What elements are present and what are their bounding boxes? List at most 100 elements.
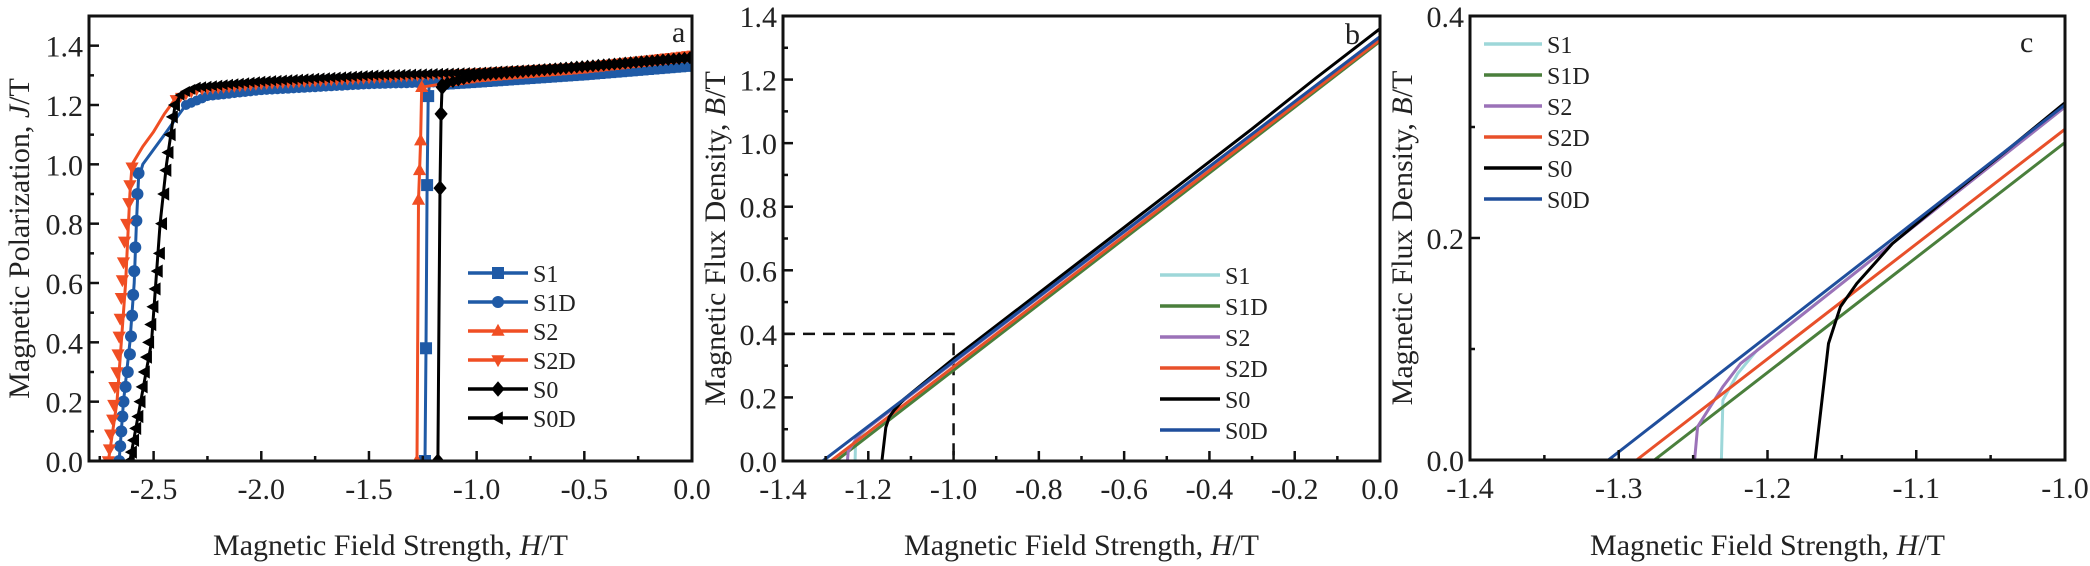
x-tick-label: -2.0	[238, 473, 286, 506]
marker-s1d	[115, 425, 128, 438]
marker-s2d	[112, 331, 126, 344]
marker-s2d	[111, 349, 125, 362]
y-tick-label: 0.0	[1427, 445, 1465, 478]
legend-item-s2: S2	[468, 320, 558, 346]
marker-s0d	[416, 68, 427, 80]
series-line-s0d	[1607, 103, 2065, 460]
legend-item-s2d: S2D	[1484, 126, 1590, 152]
marker-s0d	[632, 56, 643, 68]
series-line-s1	[1719, 105, 2065, 460]
marker-s0d	[228, 78, 239, 90]
marker-s0d	[239, 77, 250, 89]
marker-s0d	[626, 56, 637, 68]
marker-s1d	[116, 410, 129, 423]
panel-b-y-axis-title: Magnetic Flux Density, B/T	[699, 71, 732, 406]
marker-s0d	[642, 55, 653, 67]
marker-s0d	[142, 335, 155, 349]
marker-s0d	[492, 65, 503, 77]
marker-s1d	[126, 309, 139, 322]
legend-marker	[492, 296, 504, 308]
legend-marker	[491, 355, 505, 368]
x-tick-label: -1.2	[1744, 472, 1792, 505]
series-line-s1d	[834, 40, 1380, 461]
marker-s0d	[583, 60, 594, 72]
legend-item-s0: S0	[1484, 157, 1572, 183]
panel-b-frame	[781, 14, 1382, 463]
panel-a-ticks: -2.5 -2.0 -1.5 -1.0 -0.5 0.0 0.0 0.2 0.4 0.6 0.8 1.…	[46, 31, 711, 506]
marker-s0d	[217, 79, 228, 91]
legend-label: S0	[1225, 388, 1250, 414]
marker-s0d	[616, 57, 627, 69]
marker-s0d	[653, 54, 664, 66]
marker-s1	[422, 90, 435, 103]
marker-s0	[433, 180, 447, 196]
marker-s0d	[368, 69, 379, 81]
marker-s0d	[680, 52, 691, 64]
marker-s2d	[106, 414, 120, 427]
panel-b-label: b	[1345, 18, 1360, 51]
y-tick-label: 1.4	[740, 1, 778, 34]
marker-s0d	[481, 66, 492, 78]
panel-b-x-axis-title: Magnetic Field Strength, H/T	[904, 529, 1259, 562]
series-line-s1d	[117, 64, 692, 461]
marker-s0d	[572, 61, 583, 73]
marker-s0d	[529, 63, 540, 75]
marker-s0d	[148, 282, 161, 296]
legend-label: S1D	[533, 291, 576, 317]
legend-item-s1d: S1D	[1484, 64, 1590, 90]
series-line-s0d	[821, 35, 1380, 461]
marker-s0d	[155, 217, 168, 231]
y-tick-label: 1.4	[46, 31, 84, 64]
marker-s1d	[119, 380, 132, 393]
marker-s0d	[190, 81, 201, 93]
legend-item-s0: S0	[1160, 388, 1250, 414]
x-tick-label: -1.5	[345, 473, 393, 506]
panel-c-legend: S1 S1D S2 S2D S0 S0D	[1484, 33, 1590, 214]
panel-b-series	[783, 27, 1380, 461]
x-tick-label: -0.2	[1271, 473, 1319, 506]
y-tick-label: 0.0	[46, 446, 84, 479]
marker-s0d	[266, 75, 277, 87]
marker-s0d	[669, 53, 680, 65]
x-tick-label: -0.8	[1015, 473, 1063, 506]
panel-b: -1.4 -1.2 -1.0 -0.8 -0.6 -0.4 -0.2 0.0 0.0 0.2 0.4…	[699, 1, 1399, 562]
marker-s0d	[384, 69, 395, 81]
marker-s0d	[206, 80, 217, 92]
marker-s0d	[298, 73, 309, 85]
marker-s0d	[276, 74, 287, 86]
marker-s2d	[110, 367, 124, 380]
y-tick-label: 0.8	[46, 209, 84, 242]
series-line-s1	[423, 64, 692, 461]
marker-s2d	[123, 180, 137, 193]
marker-s0d	[422, 68, 433, 80]
marker-s1d	[114, 440, 127, 453]
x-tick-label: -2.5	[130, 473, 178, 506]
marker-s0d	[157, 187, 170, 201]
x-tick-label: -0.5	[561, 473, 609, 506]
marker-s0d	[314, 72, 325, 84]
legend-label: S2	[1547, 95, 1572, 121]
marker-s0	[431, 453, 445, 461]
marker-s2d	[108, 382, 122, 395]
marker-s0d	[271, 74, 282, 86]
legend-label: S1	[533, 262, 558, 288]
marker-s0d	[459, 67, 470, 79]
legend-item-s0: S0	[468, 378, 558, 404]
legend-item-s1: S1	[1484, 33, 1572, 59]
legend-item-s2d: S2D	[468, 349, 576, 375]
marker-s0d	[599, 59, 610, 71]
marker-s0d	[165, 110, 178, 124]
marker-s0d	[292, 73, 303, 85]
panel-a-y-axis-title: Magnetic Polarization, J/T	[3, 78, 36, 399]
marker-s0d	[508, 64, 519, 76]
marker-s0d	[535, 63, 546, 75]
marker-s0d	[432, 67, 443, 79]
marker-s0d	[373, 69, 384, 81]
y-tick-label: 0.6	[46, 268, 84, 301]
panel-c-ticks: -1.4 -1.3 -1.2 -1.1 -1.0 0.0 0.2 0.4	[1427, 1, 2089, 505]
x-tick-label: -1.0	[930, 473, 978, 506]
legend-label: S1D	[1547, 64, 1590, 90]
marker-s2d	[117, 236, 132, 249]
marker-s1d	[128, 265, 141, 278]
